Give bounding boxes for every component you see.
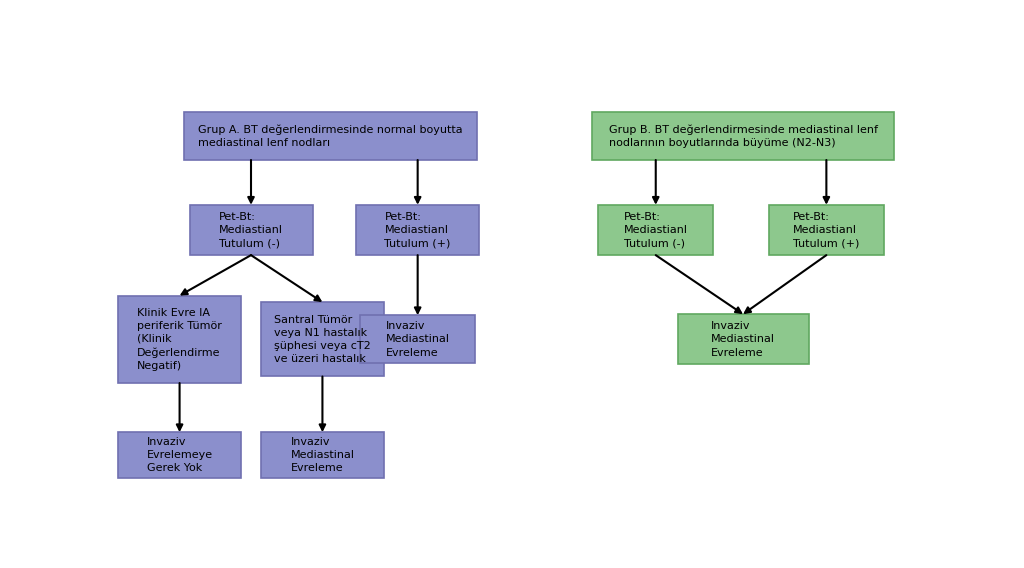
Text: Invaziv
Mediastinal
Evreleme: Invaziv Mediastinal Evreleme — [711, 321, 775, 357]
FancyBboxPatch shape — [189, 205, 312, 255]
Text: Grup B. BT değerlendirmesinde mediastinal lenf
nodlarının boyutlarında büyüme (N: Grup B. BT değerlendirmesinde mediastina… — [608, 124, 878, 148]
Text: Pet-Bt:
Mediastianl
Tutulum (-): Pet-Bt: Mediastianl Tutulum (-) — [624, 212, 688, 248]
Text: Grup A. BT değerlendirmesinde normal boyutta
mediastinal lenf nodları: Grup A. BT değerlendirmesinde normal boy… — [198, 124, 463, 148]
FancyBboxPatch shape — [356, 205, 479, 255]
FancyBboxPatch shape — [769, 205, 884, 255]
Text: Invaziv
Mediastinal
Evreleme: Invaziv Mediastinal Evreleme — [291, 437, 354, 473]
Text: Invaziv
Mediastinal
Evreleme: Invaziv Mediastinal Evreleme — [386, 321, 450, 357]
FancyBboxPatch shape — [598, 205, 714, 255]
FancyBboxPatch shape — [183, 112, 477, 160]
FancyBboxPatch shape — [261, 302, 384, 377]
Text: Invaziv
Evrelemeye
Gerek Yok: Invaziv Evrelemeye Gerek Yok — [146, 437, 213, 473]
FancyBboxPatch shape — [118, 432, 241, 478]
Text: Klinik Evre IA
periferik Tümör
(Klinik
Değerlendirme
Negatif): Klinik Evre IA periferik Tümör (Klinik D… — [137, 308, 222, 371]
FancyBboxPatch shape — [118, 295, 241, 383]
Text: Pet-Bt:
Mediastianl
Tutulum (+): Pet-Bt: Mediastianl Tutulum (+) — [794, 212, 859, 248]
FancyBboxPatch shape — [678, 314, 809, 365]
Text: Santral Tümör
veya N1 hastalık
şüphesi veya cT2
ve üzeri hastalık: Santral Tümör veya N1 hastalık şüphesi v… — [274, 315, 371, 364]
FancyBboxPatch shape — [261, 432, 384, 478]
Text: Pet-Bt:
Mediastianl
Tutulum (-): Pet-Bt: Mediastianl Tutulum (-) — [219, 212, 283, 248]
FancyBboxPatch shape — [360, 315, 475, 364]
Text: Pet-Bt:
Mediastianl
Tutulum (+): Pet-Bt: Mediastianl Tutulum (+) — [384, 212, 451, 248]
FancyBboxPatch shape — [592, 112, 894, 160]
